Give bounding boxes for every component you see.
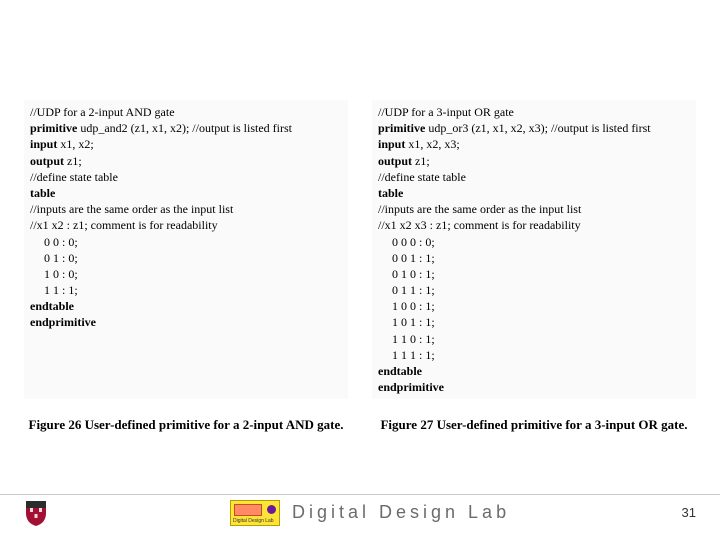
mini-logo-label: Digital Design Lab — [233, 518, 274, 524]
code-line: //inputs are the same order as the input… — [30, 201, 342, 217]
code-line: 0 1 : 0; — [30, 250, 342, 266]
code-line: primitive udp_or3 (z1, x1, x2, x3); //ou… — [378, 120, 690, 136]
harvard-shield-icon — [24, 499, 48, 527]
code-line: input x1, x2; — [30, 136, 342, 152]
code-line: table — [30, 185, 342, 201]
code-line: //inputs are the same order as the input… — [378, 201, 690, 217]
figure-27-caption: Figure 27 User-defined primitive for a 3… — [372, 417, 696, 434]
code-line: primitive udp_and2 (z1, x1, x2); //outpu… — [30, 120, 342, 136]
code-line: 1 1 1 : 1; — [378, 347, 690, 363]
code-line: //define state table — [30, 169, 342, 185]
code-line: 1 0 : 0; — [30, 266, 342, 282]
code-line: //define state table — [378, 169, 690, 185]
code-line: 0 0 0 : 0; — [378, 234, 690, 250]
code-line: 1 1 : 1; — [30, 282, 342, 298]
code-line: 1 0 1 : 1; — [378, 314, 690, 330]
digital-design-lab-logo-icon: Digital Design Lab — [230, 500, 280, 526]
figure-26-caption: Figure 26 User-defined primitive for a 2… — [24, 417, 348, 434]
code-line: input x1, x2, x3; — [378, 136, 690, 152]
code-line: 1 1 0 : 1; — [378, 331, 690, 347]
code-line: 0 1 1 : 1; — [378, 282, 690, 298]
code-line: //UDP for a 2-input AND gate — [30, 104, 342, 120]
code-line: 0 0 : 0; — [30, 234, 342, 250]
code-line: //UDP for a 3-input OR gate — [378, 104, 690, 120]
code-line: 0 1 0 : 1; — [378, 266, 690, 282]
code-columns: //UDP for a 2-input AND gateprimitive ud… — [0, 0, 720, 399]
code-line: output z1; — [30, 153, 342, 169]
code-line: endtable — [30, 298, 342, 314]
code-line: 1 0 0 : 1; — [378, 298, 690, 314]
page-number: 31 — [682, 505, 696, 520]
left-code-block: //UDP for a 2-input AND gateprimitive ud… — [24, 100, 348, 399]
caption-row: Figure 26 User-defined primitive for a 2… — [0, 399, 720, 434]
code-line: table — [378, 185, 690, 201]
code-line: endprimitive — [378, 379, 690, 395]
code-line: endtable — [378, 363, 690, 379]
right-code-block: //UDP for a 3-input OR gateprimitive udp… — [372, 100, 696, 399]
code-line: //x1 x2 x3 : z1; comment is for readabil… — [378, 217, 690, 233]
footer-title: Digital Design Lab — [292, 502, 510, 523]
code-line: //x1 x2 : z1; comment is for readability — [30, 217, 342, 233]
code-line: endprimitive — [30, 314, 342, 330]
code-line: output z1; — [378, 153, 690, 169]
code-line: 0 0 1 : 1; — [378, 250, 690, 266]
slide-footer: Digital Design Lab Digital Design Lab 31 — [0, 494, 720, 530]
